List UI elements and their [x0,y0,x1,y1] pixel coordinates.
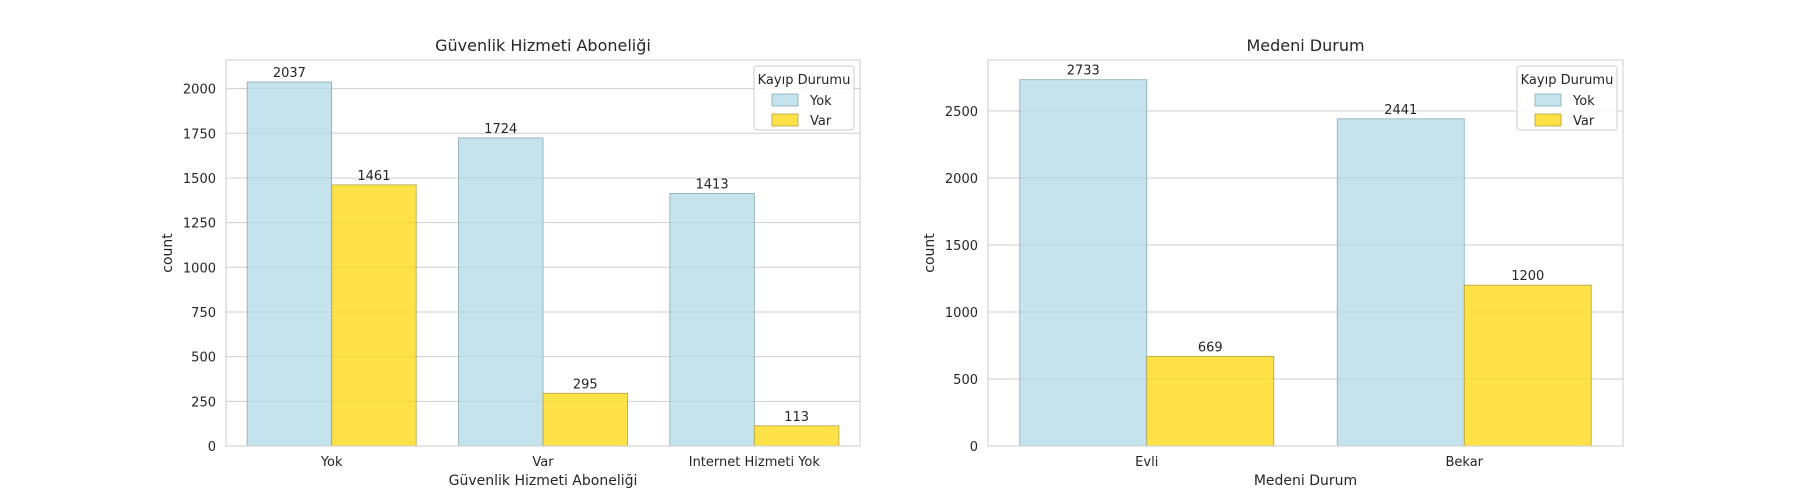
y-tick-label: 2000 [183,83,216,98]
y-axis-label: count [922,233,938,273]
chart-panel-2: 0 500 1000 1500 2000 2500 2733 669 Evli 2441 1200 B… [922,36,1624,489]
x-axis-label: Medeni Durum [1254,473,1357,489]
legend: Kayıp Durumu Yok Var [1516,65,1618,131]
y-tick-label: 250 [191,395,216,410]
bar-var [1146,355,1275,447]
y-tick-label: 1250 [183,217,216,232]
legend-title: Kayıp Durumu [758,73,851,88]
y-tick-label: 750 [191,306,216,321]
x-axis-label: Güvenlik Hizmeti Aboneliği [449,473,638,489]
legend-swatch-var [1534,113,1562,127]
bar-var [1463,284,1592,447]
legend-title: Kayıp Durumu [1521,73,1614,88]
legend-label-var: Var [810,114,832,129]
bar-yok [1336,118,1465,447]
y-tick-label: 2500 [945,105,978,120]
bar-var [542,392,628,447]
bar-var [331,184,417,447]
data-label: 669 [1198,340,1223,355]
y-tick-label: 500 [191,351,216,366]
bar-yok [1019,79,1148,447]
y-tick-label: 500 [953,373,978,388]
y-tick-label: 1000 [945,306,978,321]
y-tick-label: 0 [208,440,216,455]
y-tick-label: 1000 [183,261,216,276]
data-label: 1413 [696,177,729,192]
data-label: 113 [784,410,809,425]
legend-swatch-var [771,113,799,127]
y-tick-label: 1500 [945,239,978,254]
data-label: 1200 [1511,269,1544,284]
y-tick-label: 1750 [183,127,216,142]
x-tick-label: Yok [320,455,343,470]
bar-yok [458,137,544,447]
plot-frame [987,59,1624,447]
data-label: 1461 [357,169,390,184]
data-label: 295 [573,377,598,392]
legend: Kayıp Durumu Yok Var [753,65,855,131]
data-label: 2037 [273,66,306,81]
bar-var [753,425,840,447]
x-tick-label: Internet Hizmeti Yok [689,455,821,470]
plot-frame [225,59,861,447]
bar-yok [246,81,333,447]
x-tick-label: Bekar [1445,455,1483,470]
legend-label-var: Var [1573,114,1595,129]
data-label: 2441 [1384,103,1417,118]
chart-panel-1: 0 250 500 750 1000 1250 1500 1750 2000 2037 1461 Yo… [160,36,861,489]
y-tick-label: 2000 [945,172,978,187]
y-axis-label: count [160,233,176,273]
x-tick-label: Evli [1135,455,1158,470]
legend-swatch-yok [1534,93,1562,107]
chart-title: Güvenlik Hizmeti Aboneliği [435,36,651,55]
y-tick-label: 0 [970,440,978,455]
y-tick-label: 1500 [183,172,216,187]
bar-yok [669,193,755,447]
chart-title: Medeni Durum [1246,36,1364,55]
legend-label-yok: Yok [809,94,832,109]
data-label: 2733 [1067,64,1100,79]
legend-label-yok: Yok [1572,94,1595,109]
x-tick-label: Var [532,455,554,470]
data-label: 1724 [484,122,517,137]
legend-swatch-yok [771,93,799,107]
